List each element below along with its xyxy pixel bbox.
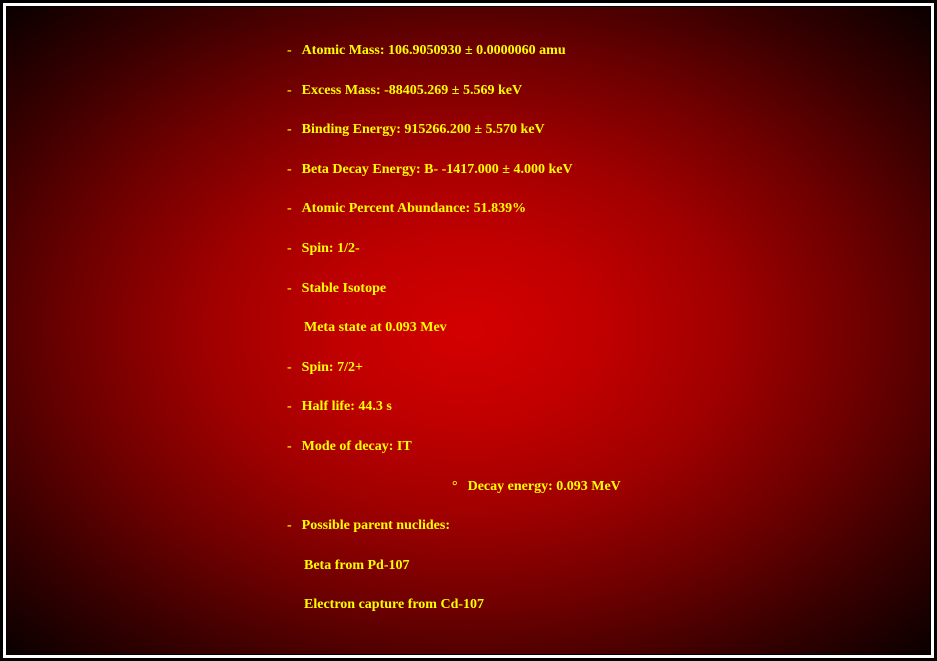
spin2-text: Spin: 7/2+	[302, 358, 363, 378]
inner-frame: - Atomic Mass: 106.9050930 ± 0.0000060 a…	[6, 6, 931, 655]
dash-icon: -	[287, 279, 292, 299]
spin1-text: Spin: 1/2-	[302, 239, 360, 259]
electron-capture-text: Electron capture from Cd-107	[304, 597, 484, 612]
spin1-row: - Spin: 1/2-	[287, 239, 900, 259]
dash-icon: -	[287, 120, 292, 140]
dash-icon: -	[287, 41, 292, 61]
stable-text: Stable Isotope	[302, 279, 386, 299]
dash-icon: -	[287, 160, 292, 180]
spin2-row: - Spin: 7/2+	[287, 358, 900, 378]
parent-nuclides-row: - Possible parent nuclides:	[287, 516, 900, 536]
dash-icon: -	[287, 239, 292, 259]
atomic-mass-text: Atomic Mass: 106.9050930 ± 0.0000060 amu	[302, 41, 566, 61]
decay-energy-text: Decay energy: 0.093 MeV	[468, 477, 621, 497]
half-life-text: Half life: 44.3 s	[302, 397, 392, 417]
excess-mass-row: - Excess Mass: -88405.269 ± 5.569 keV	[287, 81, 900, 101]
binding-energy-text: Binding Energy: 915266.200 ± 5.570 keV	[302, 120, 545, 140]
dash-icon: -	[287, 516, 292, 536]
dash-icon: -	[287, 199, 292, 219]
dash-icon: -	[287, 358, 292, 378]
degree-icon: °	[452, 477, 458, 497]
binding-energy-row: - Binding Energy: 915266.200 ± 5.570 keV	[287, 120, 900, 140]
beta-decay-row: - Beta Decay Energy: B- -1417.000 ± 4.00…	[287, 160, 900, 180]
decay-mode-row: - Mode of decay: IT	[287, 437, 900, 457]
content-area: - Atomic Mass: 106.9050930 ± 0.0000060 a…	[287, 41, 900, 615]
outer-frame: - Atomic Mass: 106.9050930 ± 0.0000060 a…	[0, 0, 937, 661]
decay-mode-text: Mode of decay: IT	[302, 437, 412, 457]
dash-icon: -	[287, 397, 292, 417]
meta-state-text: Meta state at 0.093 Mev	[304, 320, 447, 335]
excess-mass-text: Excess Mass: -88405.269 ± 5.569 keV	[302, 81, 522, 101]
decay-energy-row: ° Decay energy: 0.093 MeV	[287, 477, 900, 497]
dash-icon: -	[287, 81, 292, 101]
dash-icon: -	[287, 437, 292, 457]
half-life-row: - Half life: 44.3 s	[287, 397, 900, 417]
beta-decay-text: Beta Decay Energy: B- -1417.000 ± 4.000 …	[302, 160, 573, 180]
abundance-row: - Atomic Percent Abundance: 51.839%	[287, 199, 900, 219]
meta-state-row: Meta state at 0.093 Mev	[287, 318, 900, 338]
abundance-text: Atomic Percent Abundance: 51.839%	[302, 199, 527, 219]
parent-nuclides-text: Possible parent nuclides:	[302, 516, 450, 536]
stable-row: - Stable Isotope	[287, 279, 900, 299]
beta-from-row: Beta from Pd-107	[287, 556, 900, 576]
beta-from-text: Beta from Pd-107	[304, 558, 410, 573]
electron-capture-row: Electron capture from Cd-107	[287, 595, 900, 615]
atomic-mass-row: - Atomic Mass: 106.9050930 ± 0.0000060 a…	[287, 41, 900, 61]
